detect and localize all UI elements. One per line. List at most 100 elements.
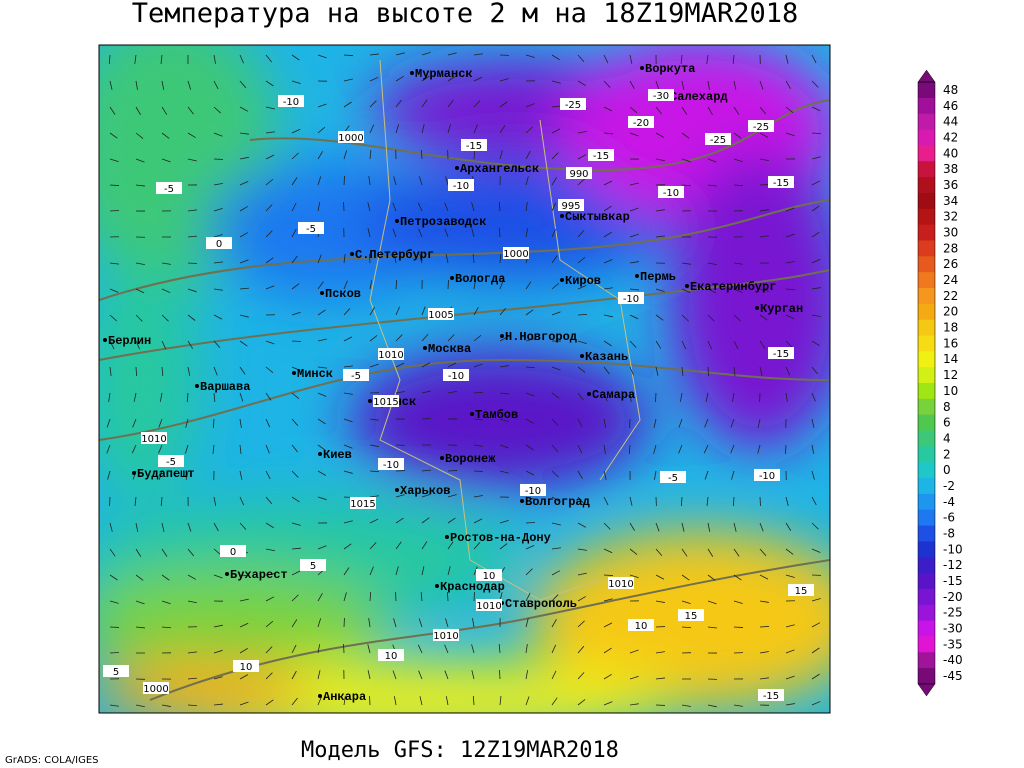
colorbar-label: 28 [943,241,958,255]
city-label: С.Петербург [355,247,434,262]
colorbar-swatch [918,478,935,495]
wind-arrow [704,470,709,480]
wind-arrow [551,547,561,550]
wind-arrow [368,176,371,186]
wind-arrow [187,704,198,707]
wind-arrow [369,100,377,108]
colorbar-swatch [918,668,935,685]
wind-arrow [187,132,196,139]
wind-arrow [603,418,607,428]
wind-arrow [655,574,665,580]
wind-arrow [135,314,143,322]
city-dot [395,488,399,492]
contour-label: 10 [385,651,398,662]
wind-arrow [447,75,456,82]
wind-arrow [759,132,769,138]
wind-arrow [317,176,322,186]
wind-arrow [343,308,351,316]
wind-arrow [239,522,247,530]
wind-arrow [629,207,639,212]
wind-arrow [655,366,659,376]
colorbar-swatch [918,97,935,115]
wind-arrow [733,184,744,187]
wind-arrow [603,54,609,64]
colorbar-swatch [918,636,935,653]
wind-arrow [733,522,737,532]
wind-arrow [603,444,606,454]
wind-arrow [525,470,535,476]
wind-arrow [759,626,770,628]
wind-arrow [655,209,665,212]
wind-arrow [239,287,249,290]
colorbar: 4846444240383634323028262422201816141210… [917,69,963,697]
wind-arrow [161,262,171,265]
wind-arrow [369,418,379,421]
contour-label-box [588,149,614,161]
colorbar-label: 38 [943,162,958,176]
city-label: Самара [592,388,635,402]
wind-arrow [577,596,586,602]
wind-arrow [134,496,137,506]
wind-arrow [629,340,637,348]
city-label: Краснодар [440,580,505,594]
wind-arrow [447,566,451,576]
wind-arrow [265,340,275,345]
wind-arrow [265,392,272,401]
wind-arrow [291,80,301,85]
wind-arrow [653,444,657,454]
wind-arrow [525,392,535,397]
wind-arrow [395,124,400,134]
wind-arrow [421,52,431,56]
title: Температура на высоте 2 м на 18Z19MAR201… [132,0,798,29]
wind-arrow [317,151,324,160]
wind-arrow [655,80,660,90]
wind-arrow [654,470,657,480]
contour-label-box [748,120,774,132]
wind-arrow [551,470,559,478]
city-label: Харьков [400,484,450,498]
colorbar-top [917,69,936,83]
wind-arrow [681,158,691,163]
wind-arrow [811,54,817,64]
wind-arrow [655,677,665,680]
wind-arrow [655,600,665,603]
wind-arrow [291,152,299,160]
contour-label: 5 [113,667,119,678]
wind-arrow [681,184,692,187]
colorbar-outline [917,81,936,685]
wind-arrow [317,309,326,316]
wind-arrow [265,131,275,134]
wind-arrow [418,228,423,238]
wind-arrow [551,177,557,186]
contour-label: 1000 [143,684,168,695]
city-label: Воркута [645,62,695,76]
wind-arrow [525,176,529,186]
contour-label-box [443,369,469,381]
wind-arrow [317,126,326,134]
wind-arrow [551,670,557,680]
contour-label-box [608,577,634,589]
contour-label-box [788,584,814,596]
wind-arrow [525,338,535,342]
wind-arrow [811,314,821,318]
wind-arrow [239,156,249,160]
wind-arrow [343,101,352,108]
colorbar-label: 44 [943,115,958,129]
wind-arrow [525,54,535,58]
wind-arrow [135,158,145,163]
wind-arrow [187,209,197,212]
contour-label: 0 [230,547,236,558]
wind-arrow [291,470,299,478]
wind-arrow [239,106,249,112]
contour-label-box [520,484,546,496]
wind-arrow [213,261,223,264]
colorbar-swatch [918,604,935,622]
city-dot [350,252,354,256]
wind-arrow [811,258,821,264]
contour-label-box [754,469,780,481]
city-label: Архангельск [460,162,539,176]
wind-arrow [603,106,613,112]
wind-arrow [551,619,557,628]
wind-arrow [213,106,221,114]
wind-arrow [291,202,297,212]
